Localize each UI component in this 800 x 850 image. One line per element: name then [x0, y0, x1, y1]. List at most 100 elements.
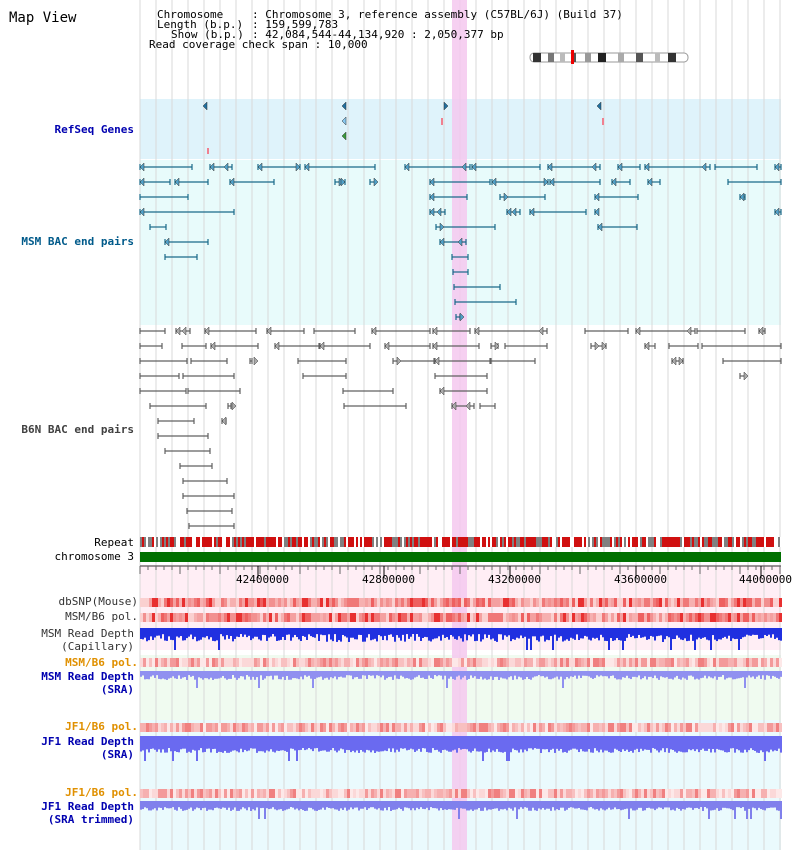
heat-cell: [143, 658, 146, 667]
heat-cell: [506, 658, 509, 667]
depth-bar: [464, 736, 466, 749]
depth-bar: [722, 801, 724, 808]
feature-arrow: [304, 162, 310, 172]
heat-cell: [632, 613, 635, 622]
heat-cell: [482, 613, 485, 622]
depth-bar: [686, 628, 688, 642]
heat-cell: [695, 658, 698, 667]
depth-bar: [164, 801, 166, 808]
depth-bar: [468, 736, 470, 752]
depth-bar: [460, 801, 462, 809]
heat-cell: [629, 658, 632, 667]
depth-bar: [686, 671, 688, 680]
depth-bar: [514, 801, 516, 808]
repeat-cell: [530, 537, 532, 547]
depth-bar: [154, 736, 156, 750]
heat-cell: [188, 723, 191, 732]
repeat-cell: [248, 537, 250, 547]
heat-cell: [674, 598, 677, 607]
repeat-cell: [264, 537, 266, 547]
heat-cell: [647, 723, 650, 732]
repeat-cell: [254, 537, 256, 547]
feature-arrow: [432, 341, 438, 351]
feature-arrow: [181, 326, 187, 336]
depth-bar: [456, 736, 458, 753]
depth-bar: [566, 736, 568, 753]
depth-bar: [228, 628, 230, 639]
heat-cell: [512, 789, 515, 798]
depth-bar: [230, 671, 232, 679]
depth-bar: [486, 671, 488, 680]
depth-bar: [218, 628, 220, 650]
label-jf1-read-depth-sra-sub: (SRA): [100, 748, 134, 761]
heat-cell: [554, 613, 557, 622]
heat-cell: [377, 598, 380, 607]
depth-bar: [342, 801, 344, 810]
repeat-cell: [280, 537, 282, 547]
depth-bar: [718, 628, 720, 640]
depth-bar: [588, 671, 590, 677]
depth-bar: [268, 628, 270, 638]
repeat-cell: [608, 537, 610, 547]
heat-cell: [593, 658, 596, 667]
heat-cell: [740, 658, 743, 667]
label-b6n-bac[interactable]: B6N BAC end pairs: [21, 423, 134, 436]
repeat-cell: [536, 537, 538, 547]
repeat-cell: [408, 537, 410, 547]
heat-cell: [605, 658, 608, 667]
depth-bar: [732, 671, 734, 680]
depth-bar: [236, 628, 238, 637]
heat-cell: [632, 723, 635, 732]
depth-bar: [218, 801, 220, 809]
repeat-cell: [654, 537, 656, 547]
depth-bar: [572, 628, 574, 639]
depth-bar: [382, 736, 384, 752]
depth-bar: [166, 671, 168, 680]
depth-bar: [668, 736, 670, 753]
depth-bar: [732, 628, 734, 639]
label-refseq-genes[interactable]: RefSeq Genes: [54, 123, 134, 136]
depth-bar: [618, 671, 620, 680]
depth-bar: [372, 801, 374, 808]
heat-cell: [770, 723, 773, 732]
heat-cell: [761, 598, 764, 607]
depth-bar: [616, 671, 618, 680]
depth-bar: [478, 671, 480, 679]
depth-bar: [596, 801, 598, 810]
depth-bar: [282, 628, 284, 637]
depth-bar: [506, 801, 508, 811]
repeat-cell: [186, 537, 188, 547]
label-msm-bac[interactable]: MSM BAC end pairs: [21, 235, 134, 248]
depth-bar: [182, 628, 184, 641]
repeat-cell: [584, 537, 586, 547]
depth-bar: [702, 801, 704, 811]
heat-cell: [374, 658, 377, 667]
depth-bar: [476, 736, 478, 752]
feature-arrow: [274, 341, 280, 351]
depth-bar: [610, 628, 612, 639]
depth-bar: [650, 628, 652, 636]
heat-cell: [383, 613, 386, 622]
heat-cell: [308, 598, 311, 607]
heat-cell: [143, 723, 146, 732]
depth-bar: [606, 801, 608, 810]
repeat-cell: [470, 537, 472, 547]
depth-bar: [706, 671, 708, 679]
heat-cell: [356, 789, 359, 798]
depth-bar: [722, 736, 724, 751]
repeat-cell: [628, 537, 630, 547]
repeat-cell: [446, 537, 448, 547]
depth-bar: [552, 628, 554, 650]
depth-bar: [524, 736, 526, 750]
repeat-cell: [600, 537, 602, 547]
heat-cell: [641, 613, 644, 622]
depth-bar: [450, 801, 452, 810]
repeat-cell: [546, 537, 548, 547]
repeat-cell: [332, 537, 334, 547]
heat-cell: [146, 613, 149, 622]
depth-bar: [728, 628, 730, 636]
heat-cell: [515, 789, 518, 798]
depth-bar: [614, 801, 616, 808]
heat-cell: [254, 598, 257, 607]
